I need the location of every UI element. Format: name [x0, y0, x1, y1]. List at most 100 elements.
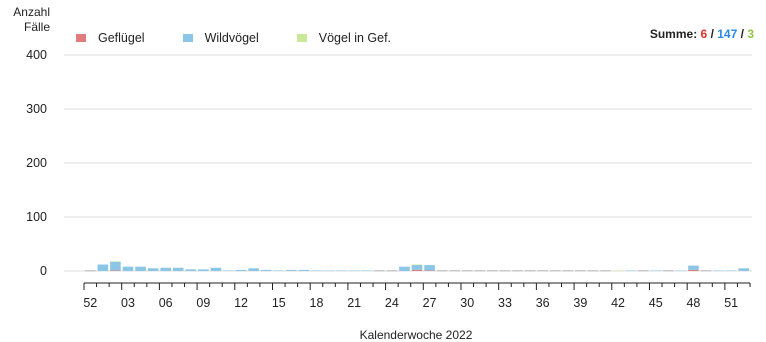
bar-47-series-1: [675, 270, 687, 271]
bar-4-series-1: [135, 266, 146, 271]
y-axis-label-line-1: Anzahl: [13, 5, 50, 19]
bar-12-series-1: [235, 269, 247, 271]
bar-27-series-0: [424, 270, 435, 271]
x-tick-label-9: 27: [423, 296, 437, 310]
bar-empty-40: [587, 270, 599, 272]
x-tick-label-5: 15: [272, 296, 286, 310]
summe-totals: Summe: 6 / 147 / 3: [650, 27, 754, 41]
y-axis-label-line-2: Fälle: [23, 20, 50, 34]
x-tick-label-1: 03: [121, 296, 135, 310]
y-axis-label: Anzahl Fälle: [8, 5, 50, 35]
bar-empty-30: [461, 270, 473, 272]
summe-wildvoegel: 147: [717, 27, 738, 41]
x-tick-label-17: 51: [724, 296, 738, 310]
summe-label: Summe:: [649, 27, 698, 41]
summe-separator-2: /: [740, 27, 744, 41]
bar-2-series-1: [110, 261, 121, 271]
bar-empty-23: [374, 270, 385, 272]
bar-42-series-2: [612, 270, 624, 271]
y-tick-label-400: 400: [26, 48, 47, 62]
bar-empty-49: [700, 270, 712, 272]
x-tick-label-15: 45: [649, 296, 663, 310]
x-axis-label: Kalenderwoche 2022: [0, 328, 766, 342]
bar-22-series-1: [361, 270, 373, 271]
bar-empty-28: [436, 270, 448, 272]
bar-empty-24: [386, 270, 398, 272]
bar-17-series-1: [298, 269, 310, 271]
legend-swatch-gefluegel: [76, 34, 86, 42]
legend-label-gefangenschaft: Vögel in Gef.: [318, 31, 392, 45]
bar-empty-41: [600, 270, 611, 272]
bar-26-series-2: [411, 264, 423, 266]
bar-48-series-1: [688, 265, 699, 270]
bar-16-series-1: [286, 269, 297, 271]
summe-gefluegel: 6: [700, 27, 708, 41]
x-tick-label-12: 36: [536, 296, 550, 310]
bar-27-series-1: [424, 265, 435, 271]
bar-empty-38: [562, 270, 574, 272]
x-tick-label-11: 33: [498, 296, 512, 310]
summe-separator-1: /: [710, 27, 714, 41]
bar-empty-37: [549, 270, 561, 272]
bar-48-series-0: [688, 269, 699, 271]
bar-1-series-1: [97, 264, 109, 271]
bar-9-series-1: [198, 269, 209, 271]
bar-15-series-1: [273, 270, 285, 271]
bar-empty-44: [637, 270, 649, 272]
x-tick-label-16: 48: [686, 296, 700, 310]
bar-empty-33: [499, 270, 511, 272]
bar-empty-39: [575, 270, 586, 272]
y-tick-label-100: 100: [26, 210, 47, 224]
y-tick-label-0: 0: [40, 264, 47, 278]
x-tick-label-14: 42: [611, 296, 625, 310]
bar-50-series-1: [713, 270, 724, 271]
bar-empty-34: [512, 270, 523, 272]
y-tick-label-200: 200: [26, 156, 47, 170]
x-tick-label-7: 21: [347, 296, 361, 310]
legend-swatch-wildvoegel: [182, 34, 193, 42]
legend-item-gefluegel[interactable]: Geflügel: [76, 31, 145, 45]
legend-item-wildvoegel[interactable]: Wildvögel: [182, 31, 259, 45]
legend-label-gefluegel: Geflügel: [98, 31, 145, 45]
x-tick-label-6: 18: [310, 296, 324, 310]
bar-empty-0: [85, 270, 96, 272]
x-tick-label-0: 52: [83, 296, 97, 310]
bar-26-series-1: [411, 265, 423, 270]
bar-43-series-1: [625, 270, 636, 271]
bar-14-series-1: [260, 269, 272, 271]
summe-gefangenschaft: 3: [747, 27, 754, 41]
bar-2-series-2: [110, 261, 121, 262]
bar-19-series-1: [323, 270, 335, 271]
bar-6-series-1: [160, 267, 171, 271]
bar-51-series-1: [725, 270, 737, 271]
bar-20-series-1: [336, 270, 347, 271]
bar-empty-32: [487, 270, 498, 272]
bar-empty-31: [474, 270, 486, 272]
bar-26-series-0: [411, 269, 423, 271]
legend-swatch-gefangenschaft: [296, 34, 307, 42]
x-tick-label-4: 12: [234, 296, 248, 310]
bar-7-series-1: [172, 267, 184, 271]
bar-5-series-1: [147, 268, 159, 271]
bar-21-series-1: [348, 270, 360, 271]
x-tick-label-2: 06: [159, 296, 173, 310]
bar-18-series-1: [311, 270, 322, 271]
bar-11-series-1: [223, 270, 234, 271]
bar-25-series-1: [399, 266, 410, 271]
legend-item-gefangenschaft[interactable]: Vögel in Gef.: [296, 31, 392, 45]
bar-2-series-0: [110, 270, 121, 271]
bar-empty-29: [449, 270, 460, 272]
x-axis-label-text: Kalenderwoche 2022: [359, 328, 473, 342]
bar-52-series-1: [738, 268, 749, 271]
x-tick-label-10: 30: [460, 296, 474, 310]
x-tick-label-8: 24: [385, 296, 399, 310]
bar-45-series-1: [650, 270, 662, 271]
y-tick-label-300: 300: [26, 102, 47, 116]
bar-empty-36: [537, 270, 548, 272]
legend: Geflügel Wildvögel Vögel in Gef.: [76, 31, 429, 45]
legend-label-wildvoegel: Wildvögel: [204, 31, 259, 45]
bar-empty-35: [524, 270, 536, 272]
bar-13-series-1: [248, 268, 259, 271]
x-tick-label-13: 39: [573, 296, 587, 310]
